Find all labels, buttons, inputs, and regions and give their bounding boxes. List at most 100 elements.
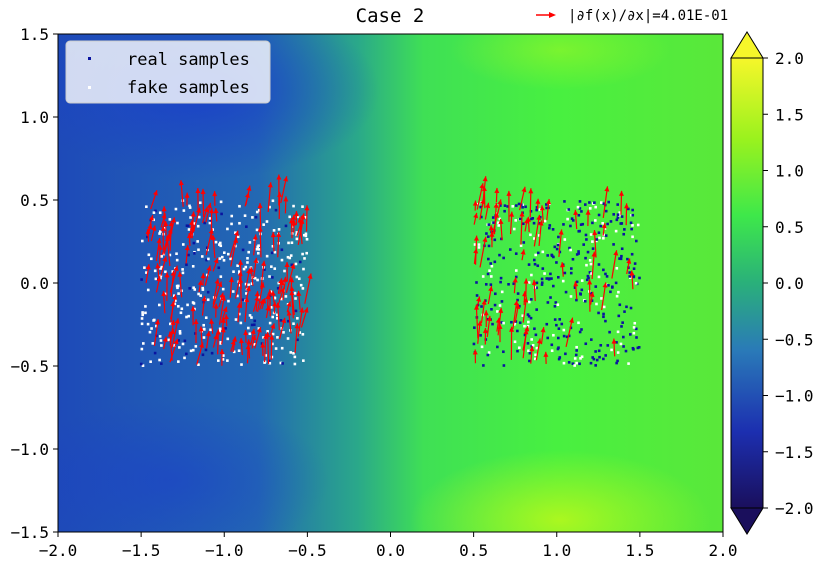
real-sample-point [545,322,549,326]
real-sample-point [486,235,490,238]
fake-sample-point [248,241,252,244]
fake-sample-point [303,257,306,260]
gradient-arrow-head [205,331,211,337]
gradient-arrow [533,214,541,247]
fake-sample-point [601,222,604,225]
gradient-arrow-head [145,228,151,235]
fake-sample-point [292,204,295,208]
real-sample-point [638,276,641,280]
colorbar-tick-label: 1.5 [775,105,804,124]
real-sample-point [500,321,504,324]
real-sample-point [541,267,545,270]
fake-sample-point [141,364,145,367]
real-sample-point [575,298,578,302]
fake-sample-point [217,359,220,362]
fake-sample-point [518,346,521,350]
real-sample-point [516,292,520,295]
gradient-arrow-head [494,187,500,194]
real-sample-point [551,228,555,231]
real-sample-point [618,257,621,260]
fake-sample-point [140,322,144,326]
fake-sample-point [186,303,189,307]
real-sample-point [567,208,571,211]
real-sample-point [614,281,618,285]
real-sample-point [622,232,626,236]
gradient-arrow-head [613,250,619,256]
gradient-arrow-head [486,315,492,322]
y-tick-label: 1.5 [20,25,49,44]
fake-sample-point [563,238,567,241]
fake-sample-point [292,351,295,355]
gradient-arrow-head [198,326,204,332]
fake-sample-point [199,294,202,297]
fake-sample-point [238,221,241,225]
real-sample-point [280,248,284,252]
fake-sample-point [280,258,284,262]
real-sample-point [287,319,290,323]
real-sample-point [620,215,624,218]
fake-sample-point [295,231,299,234]
real-sample-point [567,361,571,364]
fake-sample-point [194,345,198,348]
fake-sample-point [538,208,542,211]
fake-sample-point [214,240,218,244]
fake-sample-point [141,313,144,317]
fake-sample-point [301,252,304,256]
fake-sample-point [519,244,523,247]
gradient-arrow-head [246,185,252,192]
fake-sample-point [238,204,241,208]
gradient-arrow-head [157,244,163,250]
fake-sample-point [257,327,261,330]
fake-sample-point [304,232,308,236]
real-sample-point [490,308,493,311]
fake-sample-point [305,237,309,241]
gradient-arrow-head [483,310,489,316]
real-sample-point [602,357,605,361]
real-sample-point [529,209,533,213]
fake-sample-point [541,250,545,254]
real-sample-point [611,285,614,289]
real-sample-point [562,334,566,338]
fake-sample-point [158,211,162,215]
real-sample-point [535,308,538,311]
real-sample-point [637,346,641,349]
fake-sample-point [615,294,619,298]
real-sample-point [205,246,209,249]
gradient-arrow-head [300,213,305,219]
real-sample-point [535,208,538,212]
fake-sample-point [248,314,252,317]
real-sample-point [529,316,533,320]
chart-title: Case 2 [356,5,425,27]
fake-sample-point [218,327,222,331]
real-sample-point [503,204,507,207]
fake-sample-point [580,355,584,359]
real-sample-point [595,358,599,362]
fake-sample-point [631,235,634,239]
gradient-arrow-head [286,301,292,307]
gradient-arrow-head [286,310,292,316]
real-sample-point [553,318,557,321]
fake-sample-point [219,200,223,204]
real-sample-point [618,303,622,307]
real-sample-point [632,267,636,270]
real-sample-point [629,221,633,225]
fake-sample-point [287,241,290,245]
real-sample-point [609,290,612,294]
real-sample-point [586,274,590,278]
gradient-arrow-head [472,349,478,355]
real-sample-point [498,253,501,257]
fake-sample-point [192,286,195,290]
gradient-arrow-head [474,304,480,310]
fake-sample-point [302,359,305,362]
fake-sample-point [251,216,254,219]
fake-sample-point [561,279,565,283]
gradient-arrow-head [585,209,591,215]
gradient-arrow-head [481,299,487,305]
real-sample-point [615,361,618,365]
fake-sample-point [158,232,161,235]
fake-sample-point [197,248,200,252]
gradient-arrow-head [246,339,252,345]
fake-sample-point [556,303,560,306]
fake-sample-point [627,362,630,365]
fake-sample-point [477,246,481,249]
